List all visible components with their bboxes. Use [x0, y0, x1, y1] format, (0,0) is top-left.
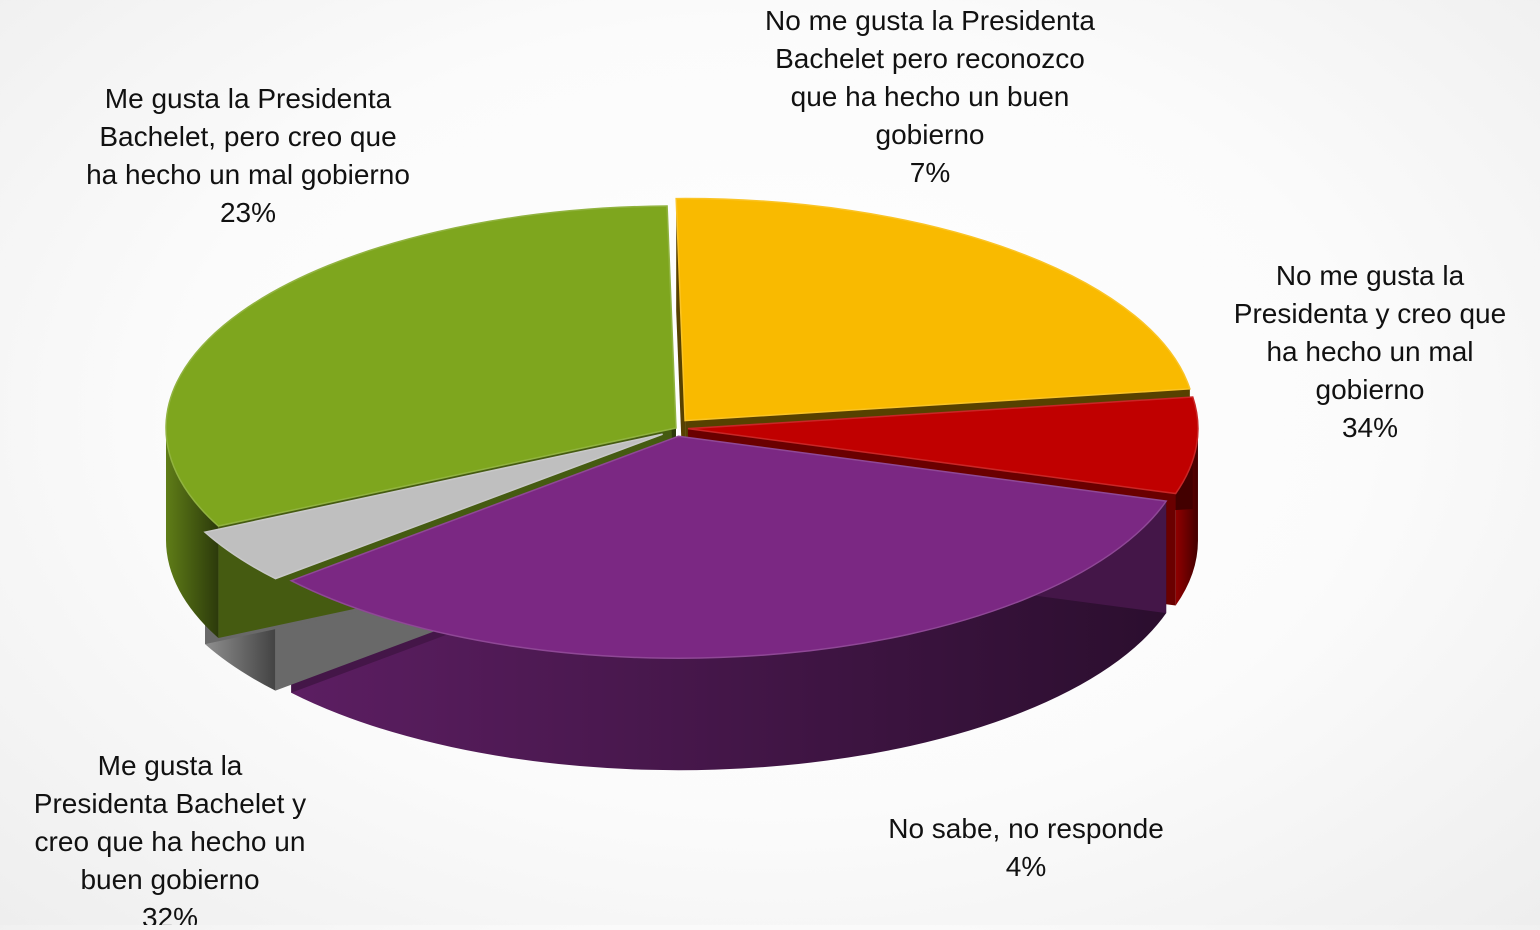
slice-name-line: buen gobierno: [80, 864, 259, 895]
slice-name-line: No me gusta la Presidenta: [765, 5, 1095, 36]
slice-name-line: ha hecho un mal gobierno: [86, 159, 410, 190]
slice-label-4: No sabe, no responde 4%: [888, 813, 1164, 882]
slice-label-5: Me gusta la Presidenta Bachelet y creo que…: [34, 750, 306, 925]
slice-name-line: ha hecho un mal: [1266, 336, 1473, 367]
slice-name-line: gobierno: [1316, 374, 1425, 405]
slice-4: [203, 433, 663, 580]
slice-name-line: Presidenta Bachelet y: [34, 788, 306, 819]
pie-labels: Me gusta la Presidenta Bachelet, pero cre…: [34, 5, 1506, 930]
slice-percent-label: 34%: [1342, 412, 1398, 443]
slice-label-1: Me gusta la Presidenta Bachelet, pero cre…: [86, 83, 410, 228]
slice-percent-label: 7%: [910, 157, 950, 188]
slice-name-line: Bachelet pero reconozco: [775, 43, 1085, 74]
slice-2: [687, 396, 1199, 495]
slice-name-line: Me gusta la Presidenta: [105, 83, 392, 114]
slice-name-line: que ha hecho un buen: [791, 81, 1070, 112]
slice-3: [289, 435, 1168, 659]
slice-name-line: Presidenta y creo que: [1234, 298, 1506, 329]
slice-1: [675, 197, 1191, 422]
slice-name-line: Me gusta la: [98, 750, 243, 781]
slice-name-line: gobierno: [876, 119, 985, 150]
slice-side-wall: [166, 428, 219, 639]
slice-5: [165, 205, 677, 527]
slice-percent-label: 23%: [220, 197, 276, 228]
slice-percent-label: 4%: [1006, 851, 1046, 882]
slice-side-wall: [291, 501, 1167, 771]
pie-tops: [165, 197, 1199, 659]
slice-name-line: No me gusta la: [1276, 260, 1465, 291]
slice-name-line: No sabe, no responde: [888, 813, 1164, 844]
slice-name-line: Bachelet, pero creo que: [99, 121, 396, 152]
slice-name-line: creo que ha hecho un: [35, 826, 306, 857]
slice-label-3: No me gusta la Presidenta y creo que ha he…: [1234, 260, 1506, 443]
slice-percent-label: 32%: [142, 902, 198, 925]
slice-label-2: No me gusta la Presidenta Bachelet pero r…: [765, 5, 1095, 188]
